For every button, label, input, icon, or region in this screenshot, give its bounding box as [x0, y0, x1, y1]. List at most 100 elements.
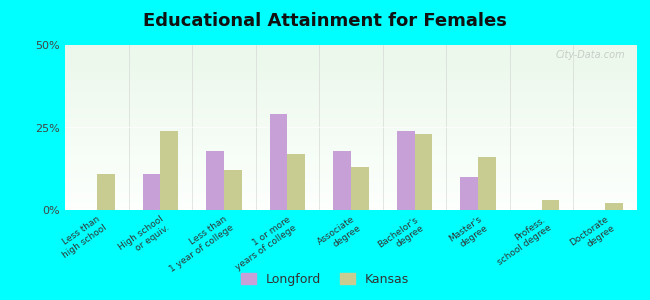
Bar — [65, 116, 650, 117]
Bar — [65, 124, 650, 125]
Bar — [65, 89, 650, 90]
Bar — [65, 84, 650, 85]
Bar — [65, 147, 650, 148]
Bar — [65, 178, 650, 179]
Bar — [65, 72, 650, 73]
Bar — [65, 156, 650, 157]
Bar — [65, 78, 650, 79]
Bar — [287, 154, 306, 210]
Bar — [65, 64, 650, 65]
Bar — [65, 121, 650, 122]
Bar — [65, 202, 650, 203]
Text: City-Data.com: City-Data.com — [556, 50, 625, 60]
Bar — [65, 61, 650, 62]
Text: Educational Attainment for Females: Educational Attainment for Females — [143, 12, 507, 30]
Bar — [161, 131, 178, 210]
Bar — [541, 200, 560, 210]
Bar — [65, 173, 650, 174]
Bar — [65, 129, 650, 130]
Bar — [65, 200, 650, 201]
Bar — [65, 70, 650, 71]
Bar — [65, 179, 650, 180]
Bar — [65, 73, 650, 74]
Bar — [65, 139, 650, 140]
Bar — [65, 148, 650, 149]
Bar — [65, 146, 650, 147]
Bar — [65, 130, 650, 131]
Bar — [415, 134, 432, 210]
Bar — [65, 90, 650, 91]
Bar — [65, 99, 650, 100]
Bar — [351, 167, 369, 210]
Bar — [65, 135, 650, 136]
Bar — [65, 143, 650, 144]
Bar — [65, 167, 650, 168]
Bar — [65, 149, 650, 150]
Bar — [65, 150, 650, 151]
Bar — [65, 144, 650, 145]
Bar — [65, 187, 650, 188]
Bar — [396, 131, 415, 210]
Bar — [65, 87, 650, 88]
Bar — [65, 169, 650, 170]
Bar — [65, 66, 650, 67]
Bar — [65, 120, 650, 121]
Bar — [65, 202, 650, 203]
Bar — [65, 207, 650, 208]
Bar — [65, 186, 650, 187]
Bar — [65, 104, 650, 105]
Bar — [65, 93, 650, 94]
Bar — [65, 204, 650, 205]
Bar — [65, 141, 650, 142]
Bar — [65, 69, 650, 70]
Bar — [142, 174, 161, 210]
Bar — [65, 113, 650, 114]
Bar — [65, 160, 650, 161]
Bar — [65, 163, 650, 164]
Bar — [65, 109, 650, 110]
Bar — [65, 56, 650, 57]
Bar — [65, 145, 650, 146]
Bar — [65, 196, 650, 197]
Bar — [65, 118, 650, 119]
Bar — [65, 88, 650, 89]
Bar — [65, 94, 650, 95]
Bar — [65, 47, 650, 48]
Bar — [65, 98, 650, 99]
Bar — [65, 193, 650, 194]
Bar — [65, 102, 650, 103]
Bar — [65, 197, 650, 198]
Bar — [65, 198, 650, 199]
Bar — [97, 174, 114, 210]
Bar — [65, 172, 650, 173]
Bar — [65, 155, 650, 156]
Bar — [65, 127, 650, 128]
Bar — [65, 203, 650, 204]
Bar — [65, 54, 650, 55]
Bar — [65, 154, 650, 155]
Bar — [65, 46, 650, 47]
Bar — [65, 132, 650, 133]
Bar — [65, 137, 650, 138]
Bar — [65, 57, 650, 58]
Bar — [65, 157, 650, 158]
Bar — [65, 177, 650, 178]
Bar — [65, 74, 650, 75]
Bar — [65, 140, 650, 141]
Bar — [65, 49, 650, 50]
Bar — [65, 183, 650, 184]
Bar — [65, 151, 650, 152]
Bar — [270, 114, 287, 210]
Bar — [65, 158, 650, 159]
Bar — [65, 108, 650, 109]
Bar — [65, 159, 650, 160]
Bar — [65, 79, 650, 80]
Bar — [65, 112, 650, 113]
Bar — [65, 162, 650, 163]
Bar — [65, 168, 650, 169]
Bar — [65, 85, 650, 86]
Bar — [65, 92, 650, 93]
Bar — [65, 188, 650, 189]
Bar — [65, 71, 650, 72]
Bar — [65, 138, 650, 139]
